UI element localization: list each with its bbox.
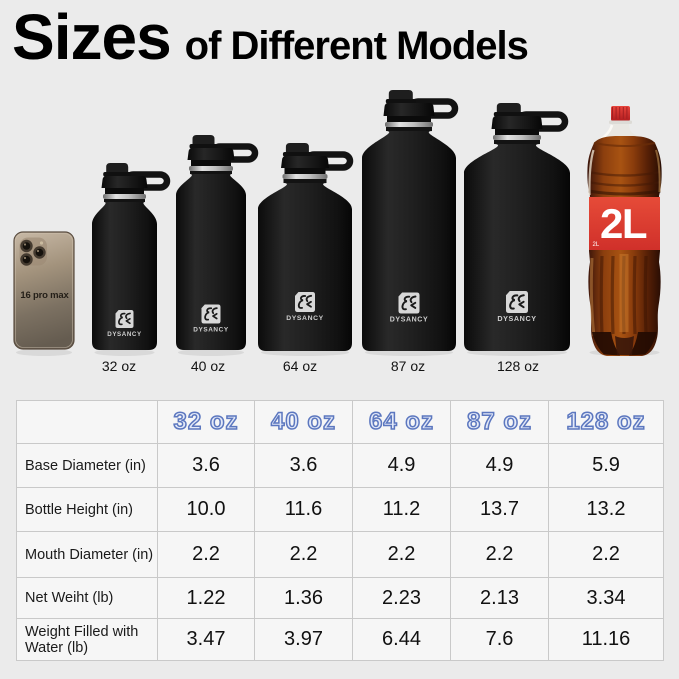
svg-text:DYSANCY: DYSANCY — [286, 315, 323, 322]
svg-text:DYSANCY: DYSANCY — [390, 317, 428, 324]
svg-text:2L: 2L — [593, 242, 600, 248]
svg-text:40 oz: 40 oz — [191, 358, 225, 374]
svg-text:128 oz: 128 oz — [497, 358, 539, 374]
svg-text:32 oz: 32 oz — [102, 358, 136, 374]
svg-text:16 pro max: 16 pro max — [20, 290, 69, 301]
svg-text:DYSANCY: DYSANCY — [497, 314, 536, 323]
svg-text:2L: 2L — [600, 200, 647, 247]
svg-text:DYSANCY: DYSANCY — [107, 331, 142, 338]
svg-text:87 oz: 87 oz — [391, 358, 425, 374]
svg-text:DYSANCY: DYSANCY — [193, 327, 229, 334]
svg-text:64 oz: 64 oz — [283, 358, 317, 374]
